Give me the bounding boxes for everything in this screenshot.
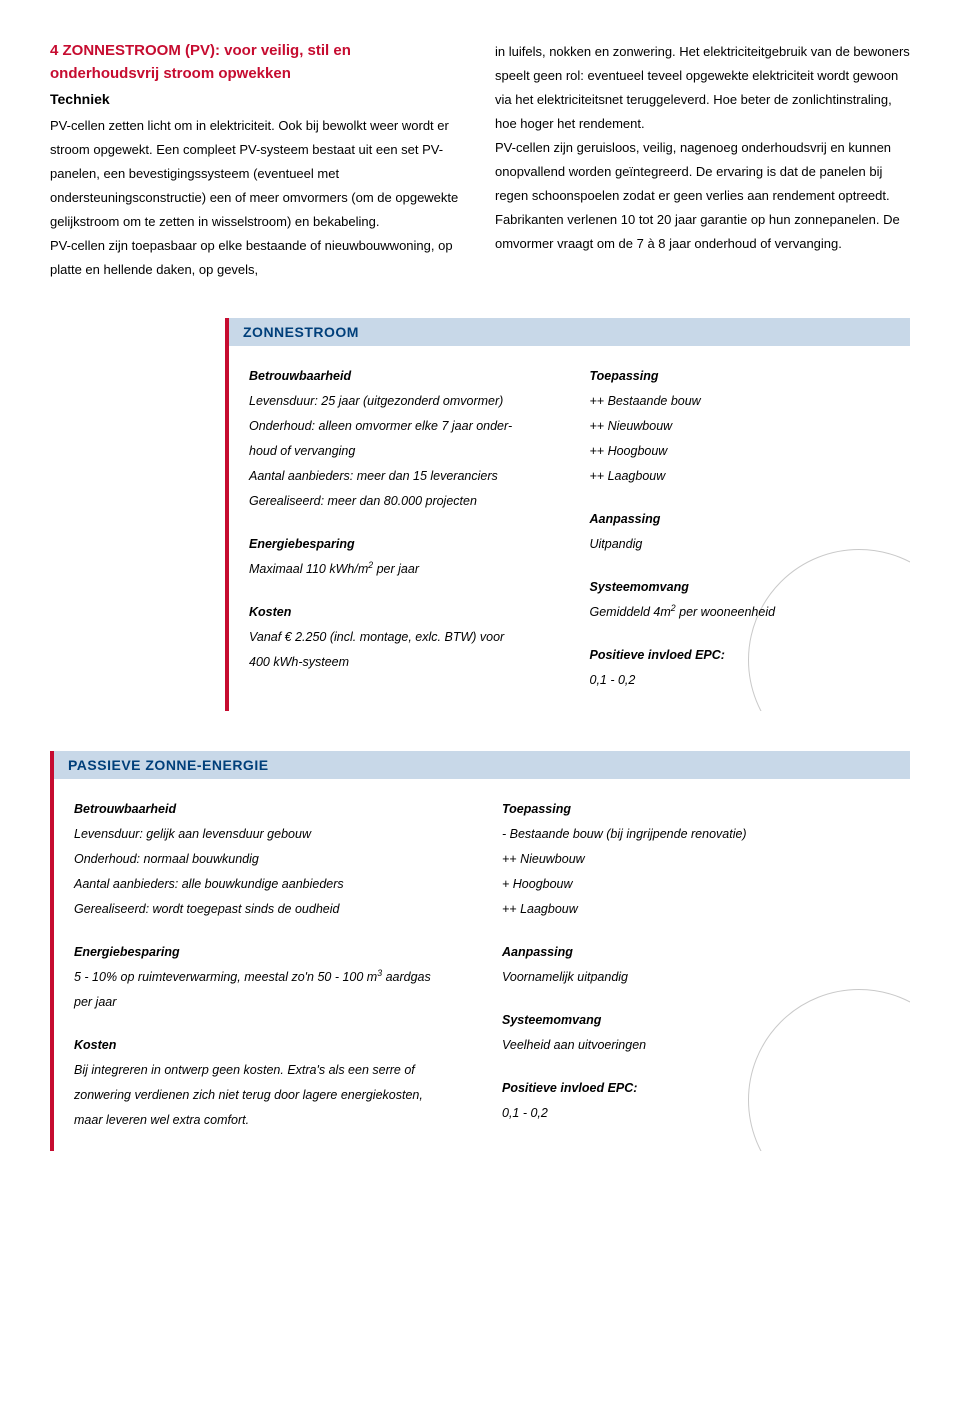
intro-right-col: in luifels, nokken en zonwering. Het ele…	[495, 40, 910, 283]
energiebesparing-line: per jaar	[74, 990, 462, 1015]
section-title: 4 ZONNESTROOM (PV): voor veilig, stil en…	[50, 40, 465, 85]
passieve-right-col: Toepassing - Bestaande bouw (bij ingrijp…	[502, 797, 890, 1133]
epc-heading: Positieve invloed EPC:	[502, 1076, 890, 1101]
epc-line: 0,1 - 0,2	[590, 668, 891, 693]
toepassing-line: ++ Hoogbouw	[590, 439, 891, 464]
zonnestroom-box: ZONNESTROOM Betrouwbaarheid Levensduur: …	[225, 318, 910, 711]
systeemomvang-heading: Systeemomvang	[590, 575, 891, 600]
betrouwbaarheid-line: Levensduur: 25 jaar (uitgezonderd omvorm…	[249, 389, 550, 414]
section-subtitle: Techniek	[50, 87, 465, 112]
passieve-body: Betrouwbaarheid Levensduur: gelijk aan l…	[50, 779, 910, 1151]
kosten-line: Bij integreren in ontwerp geen kosten. E…	[74, 1058, 462, 1083]
zonnestroom-left-col: Betrouwbaarheid Levensduur: 25 jaar (uit…	[249, 364, 550, 693]
title-line-1: 4 ZONNESTROOM (PV): voor veilig, stil en	[50, 42, 351, 59]
kosten-line: 400 kWh-systeem	[249, 650, 550, 675]
aanpassing-heading: Aanpassing	[502, 940, 890, 965]
toepassing-line: ++ Bestaande bouw	[590, 389, 891, 414]
betrouwbaarheid-line: Levensduur: gelijk aan levensduur gebouw	[74, 822, 462, 847]
toepassing-line: ++ Laagbouw	[590, 464, 891, 489]
energiebesparing-suffix: aardgas	[382, 970, 431, 984]
toepassing-heading: Toepassing	[502, 797, 890, 822]
betrouwbaarheid-heading: Betrouwbaarheid	[249, 364, 550, 389]
systeemomvang-line: Gemiddeld 4m2 per wooneenheid	[590, 600, 891, 625]
passieve-box: PASSIEVE ZONNE-ENERGIE Betrouwbaarheid L…	[50, 751, 910, 1151]
intro-left-col: 4 ZONNESTROOM (PV): voor veilig, stil en…	[50, 40, 465, 283]
toepassing-line: ++ Laagbouw	[502, 897, 890, 922]
intro-right-p1: in luifels, nokken en zonwering. Het ele…	[495, 40, 910, 136]
kosten-line: zonwering verdienen zich niet terug door…	[74, 1083, 462, 1108]
kosten-line: maar leveren wel extra comfort.	[74, 1108, 462, 1133]
energiebesparing-line: Maximaal 110 kWh/m2 per jaar	[249, 557, 550, 582]
betrouwbaarheid-line: Aantal aanbieders: meer dan 15 leveranci…	[249, 464, 550, 489]
betrouwbaarheid-line: Aantal aanbieders: alle bouwkundige aanb…	[74, 872, 462, 897]
energiebesparing-heading: Energiebesparing	[74, 940, 462, 965]
systeemomvang-heading: Systeemomvang	[502, 1008, 890, 1033]
passieve-header: PASSIEVE ZONNE-ENERGIE	[50, 751, 910, 779]
energiebesparing-value: 5 - 10% op ruimteverwarming, meestal zo'…	[74, 970, 377, 984]
intro-left-p2: PV-cellen zijn toepasbaar op elke bestaa…	[50, 234, 465, 282]
intro-left-p1: PV-cellen zetten licht om in elektricite…	[50, 114, 465, 234]
title-line-2: onderhoudsvrij stroom opwekken	[50, 65, 291, 82]
energiebesparing-line: 5 - 10% op ruimteverwarming, meestal zo'…	[74, 965, 462, 990]
epc-line: 0,1 - 0,2	[502, 1101, 890, 1126]
betrouwbaarheid-heading: Betrouwbaarheid	[74, 797, 462, 822]
passieve-left-col: Betrouwbaarheid Levensduur: gelijk aan l…	[74, 797, 462, 1133]
kosten-heading: Kosten	[249, 600, 550, 625]
betrouwbaarheid-line: Onderhoud: normaal bouwkundig	[74, 847, 462, 872]
intro-columns: 4 ZONNESTROOM (PV): voor veilig, stil en…	[50, 40, 910, 283]
zonnestroom-header: ZONNESTROOM	[225, 318, 910, 346]
aanpassing-line: Voornamelijk uitpandig	[502, 965, 890, 990]
toepassing-line: + Hoogbouw	[502, 872, 890, 897]
energiebesparing-suffix: per jaar	[373, 562, 419, 576]
systeemomvang-suffix: per wooneenheid	[676, 605, 775, 619]
epc-heading: Positieve invloed EPC:	[590, 643, 891, 668]
energiebesparing-heading: Energiebesparing	[249, 532, 550, 557]
zonnestroom-right-col: Toepassing ++ Bestaande bouw ++ Nieuwbou…	[590, 364, 891, 693]
intro-right-p2: PV-cellen zijn geruisloos, veilig, nagen…	[495, 136, 910, 256]
betrouwbaarheid-line: Gerealiseerd: meer dan 80.000 projecten	[249, 489, 550, 514]
betrouwbaarheid-line: Gerealiseerd: wordt toegepast sinds de o…	[74, 897, 462, 922]
kosten-heading: Kosten	[74, 1033, 462, 1058]
energiebesparing-value: Maximaal 110 kWh/m	[249, 562, 368, 576]
betrouwbaarheid-line: houd of vervanging	[249, 439, 550, 464]
toepassing-line: ++ Nieuwbouw	[502, 847, 890, 872]
kosten-line: Vanaf € 2.250 (incl. montage, exlc. BTW)…	[249, 625, 550, 650]
systeemomvang-line: Veelheid aan uitvoeringen	[502, 1033, 890, 1058]
betrouwbaarheid-line: Onderhoud: alleen omvormer elke 7 jaar o…	[249, 414, 550, 439]
aanpassing-heading: Aanpassing	[590, 507, 891, 532]
zonnestroom-body: Betrouwbaarheid Levensduur: 25 jaar (uit…	[225, 346, 910, 711]
toepassing-heading: Toepassing	[590, 364, 891, 389]
toepassing-line: ++ Nieuwbouw	[590, 414, 891, 439]
systeemomvang-value: Gemiddeld 4m	[590, 605, 671, 619]
aanpassing-line: Uitpandig	[590, 532, 891, 557]
toepassing-line: - Bestaande bouw (bij ingrijpende renova…	[502, 822, 890, 847]
